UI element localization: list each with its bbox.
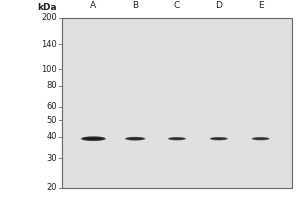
Ellipse shape [82, 137, 105, 141]
Text: 80: 80 [46, 81, 57, 90]
Text: C: C [174, 1, 180, 10]
Ellipse shape [254, 138, 268, 139]
Ellipse shape [210, 137, 228, 140]
Ellipse shape [82, 137, 105, 141]
Ellipse shape [82, 137, 105, 141]
Bar [62, 18, 292, 188]
Text: 50: 50 [46, 116, 57, 125]
Ellipse shape [168, 137, 186, 140]
Ellipse shape [82, 137, 105, 141]
Ellipse shape [125, 137, 145, 140]
Ellipse shape [168, 137, 186, 140]
Ellipse shape [168, 137, 186, 140]
Ellipse shape [169, 137, 185, 140]
Text: E: E [258, 1, 263, 10]
Ellipse shape [252, 137, 269, 140]
Ellipse shape [125, 137, 146, 141]
Ellipse shape [252, 137, 269, 140]
Ellipse shape [82, 137, 105, 141]
Ellipse shape [210, 137, 227, 140]
Ellipse shape [252, 137, 270, 140]
Ellipse shape [170, 138, 184, 139]
Ellipse shape [125, 137, 145, 140]
Ellipse shape [252, 137, 270, 140]
Ellipse shape [251, 137, 270, 140]
Text: 40: 40 [46, 132, 57, 141]
Ellipse shape [168, 137, 186, 140]
Ellipse shape [125, 137, 145, 140]
Ellipse shape [252, 137, 269, 140]
Text: 200: 200 [41, 14, 57, 22]
Text: 140: 140 [41, 40, 57, 49]
Text: A: A [90, 1, 96, 10]
Ellipse shape [126, 137, 145, 140]
Ellipse shape [210, 137, 227, 140]
Ellipse shape [210, 137, 228, 140]
Ellipse shape [125, 137, 145, 140]
Text: 100: 100 [41, 65, 57, 74]
Ellipse shape [252, 137, 269, 140]
Ellipse shape [168, 137, 186, 140]
Ellipse shape [252, 137, 269, 140]
Ellipse shape [168, 137, 186, 140]
Ellipse shape [210, 137, 227, 140]
Ellipse shape [210, 137, 227, 140]
Text: 30: 30 [46, 154, 57, 163]
Ellipse shape [81, 136, 106, 141]
Ellipse shape [210, 137, 228, 140]
Ellipse shape [82, 137, 105, 140]
Ellipse shape [125, 137, 145, 140]
Ellipse shape [126, 137, 145, 140]
Ellipse shape [81, 136, 106, 141]
Text: B: B [132, 1, 138, 10]
Ellipse shape [84, 138, 103, 140]
Ellipse shape [210, 137, 228, 140]
Ellipse shape [81, 137, 105, 141]
Ellipse shape [210, 137, 228, 140]
Ellipse shape [168, 137, 186, 140]
Ellipse shape [210, 137, 228, 140]
Ellipse shape [82, 137, 105, 141]
Ellipse shape [125, 137, 145, 140]
Ellipse shape [82, 137, 105, 140]
Text: 20: 20 [46, 184, 57, 192]
Ellipse shape [125, 137, 145, 140]
Ellipse shape [168, 137, 186, 140]
Ellipse shape [81, 137, 105, 141]
Ellipse shape [210, 137, 228, 140]
Ellipse shape [251, 137, 270, 140]
Ellipse shape [168, 137, 186, 140]
Ellipse shape [81, 136, 106, 141]
Ellipse shape [125, 137, 145, 140]
Ellipse shape [212, 138, 226, 139]
Ellipse shape [125, 137, 146, 141]
Ellipse shape [81, 137, 106, 141]
Ellipse shape [128, 138, 143, 140]
Text: 60: 60 [46, 102, 57, 111]
Ellipse shape [168, 137, 186, 140]
Ellipse shape [125, 137, 146, 141]
Ellipse shape [252, 137, 269, 140]
Ellipse shape [81, 136, 106, 141]
Text: D: D [215, 1, 222, 10]
Ellipse shape [252, 137, 270, 140]
Ellipse shape [168, 137, 186, 140]
Ellipse shape [81, 137, 106, 141]
Ellipse shape [126, 137, 145, 140]
Ellipse shape [81, 136, 106, 141]
Ellipse shape [210, 137, 228, 140]
Text: kDa: kDa [38, 3, 57, 12]
